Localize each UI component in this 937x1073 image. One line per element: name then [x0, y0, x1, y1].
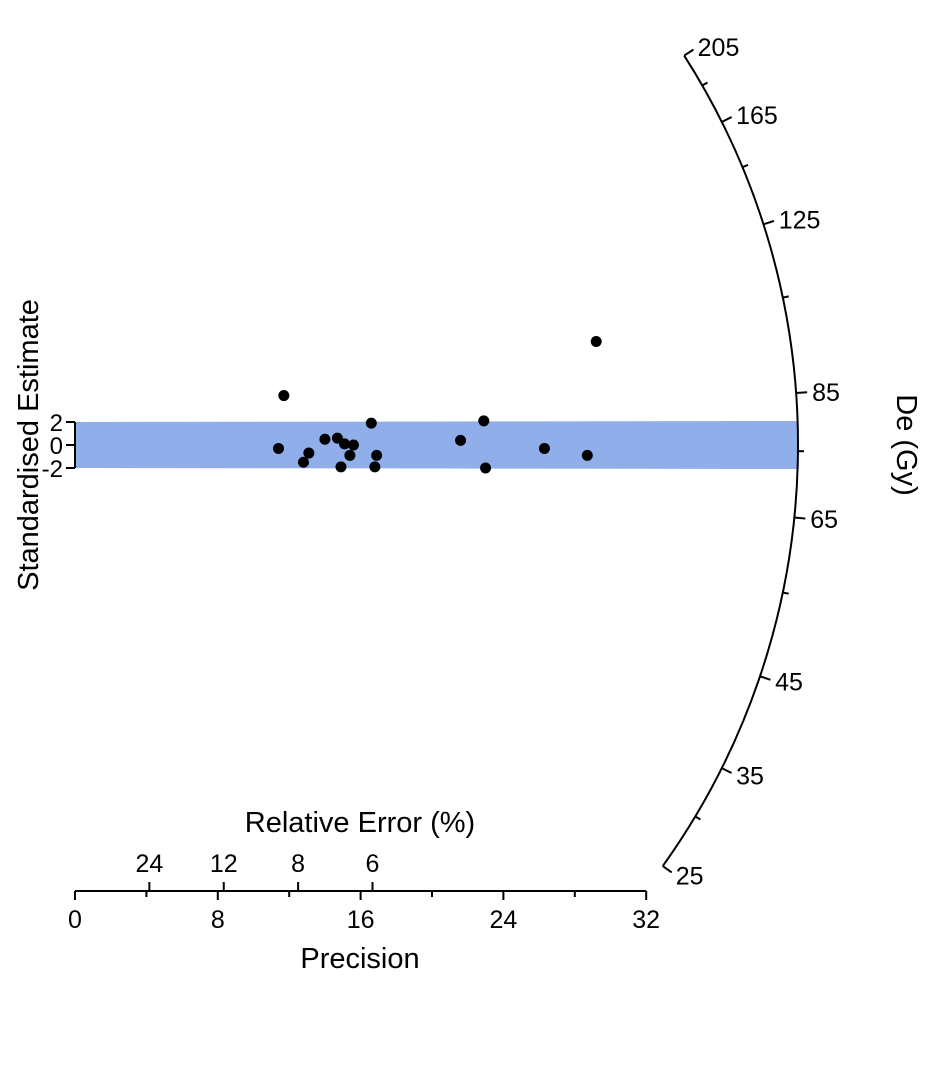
z-tick	[721, 767, 733, 774]
z-minor-tick	[782, 591, 789, 595]
data-points	[272, 336, 602, 474]
relative-error-title: Relative Error (%)	[245, 807, 475, 839]
y-tick-label: 2	[50, 410, 63, 437]
standardised-estimate-axis: 20-2	[42, 410, 76, 483]
x-tick-label: 24	[489, 906, 517, 934]
data-point	[369, 461, 381, 473]
data-point	[319, 433, 331, 445]
data-point	[303, 447, 315, 459]
z-axis-title: De (Gy)	[890, 394, 922, 496]
data-point	[365, 417, 377, 429]
y-tick-label: 0	[50, 433, 63, 460]
data-point	[478, 415, 490, 427]
de-axis-ticks: 205 165 125 85 65 45 35 25	[662, 34, 840, 890]
z-tick-label: 165	[736, 102, 778, 130]
data-point	[538, 442, 550, 454]
x-tick-label: 0	[68, 906, 82, 934]
z-tick-label: 35	[736, 762, 764, 790]
z-tick-label: 25	[676, 862, 704, 890]
two-sigma-band	[75, 421, 798, 469]
precision-axis: 0 8 16 24 32 24 12 8 6	[68, 850, 660, 934]
z-tick-label: 65	[810, 506, 838, 534]
z-minor-tick	[782, 295, 789, 299]
z-tick-label: 85	[812, 379, 840, 407]
y-axis-title: Standardised Estimate	[13, 299, 45, 591]
data-point	[272, 442, 284, 454]
z-tick	[683, 48, 694, 57]
z-tick	[759, 675, 771, 681]
x2-tick-label: 6	[366, 850, 380, 878]
de-radial-axis	[661, 55, 799, 867]
x-tick-label: 16	[347, 906, 375, 934]
data-point	[335, 461, 347, 473]
data-point	[344, 449, 356, 461]
y-tick-label: -2	[42, 456, 63, 483]
x-tick-label: 8	[211, 906, 225, 934]
data-point	[371, 449, 383, 461]
data-point	[455, 434, 467, 446]
data-point	[339, 438, 351, 450]
z-tick	[721, 116, 733, 123]
z-minor-tick	[742, 163, 749, 169]
data-point	[297, 456, 309, 468]
x2-tick-label: 12	[210, 850, 238, 878]
data-point	[347, 439, 359, 451]
z-minor-tick	[701, 81, 708, 87]
data-point	[590, 336, 602, 347]
z-tick	[796, 391, 808, 395]
z-tick	[794, 516, 806, 520]
data-point	[278, 390, 290, 402]
x-tick-label: 32	[632, 906, 660, 934]
z-tick	[662, 865, 673, 874]
x2-tick-label: 24	[135, 850, 163, 878]
data-point	[480, 462, 492, 474]
x2-tick-label: 8	[291, 850, 305, 878]
z-tick-label: 125	[779, 206, 821, 234]
z-tick	[763, 219, 775, 226]
data-point	[581, 449, 593, 461]
x-axis-title: Precision	[300, 943, 419, 975]
z-tick-label: 205	[698, 34, 740, 62]
z-minor-tick	[694, 815, 701, 821]
z-tick-label: 45	[775, 668, 803, 696]
